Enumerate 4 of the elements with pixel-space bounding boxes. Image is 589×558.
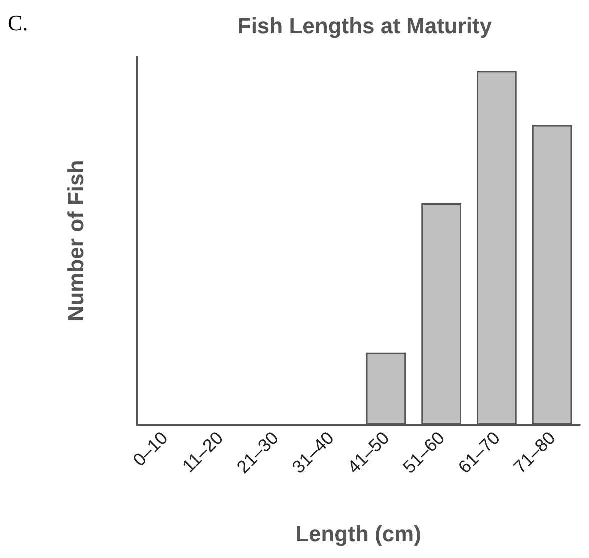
x-axis-title: Length (cm) <box>296 522 422 546</box>
chart-title: Fish Lengths at Maturity <box>238 14 493 38</box>
y-axis-title: Number of Fish <box>64 160 88 322</box>
text: C. <box>8 10 28 36</box>
